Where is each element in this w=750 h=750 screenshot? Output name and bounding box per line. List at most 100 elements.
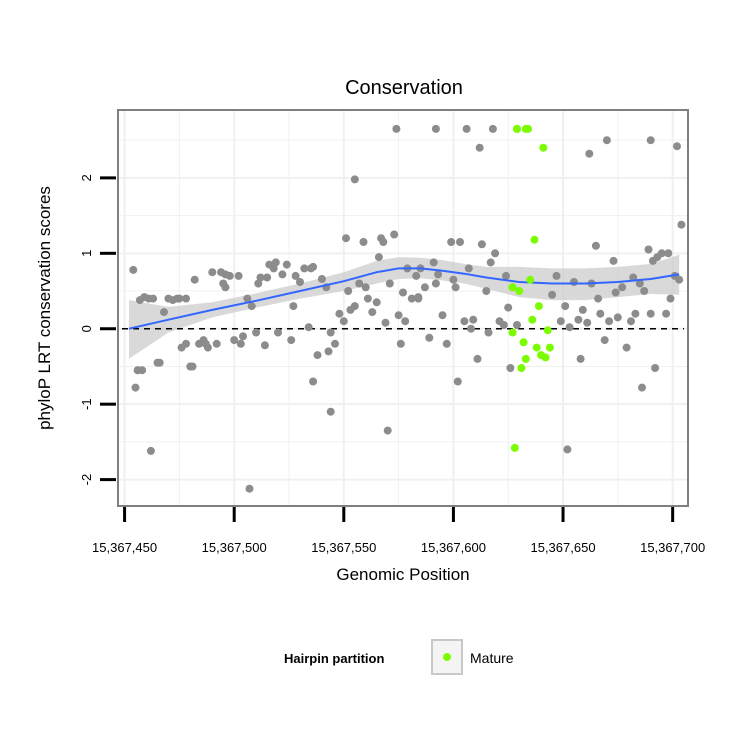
data-point-other: [442, 339, 451, 348]
data-point-other: [363, 294, 372, 303]
data-point-other: [453, 377, 462, 386]
data-point-other: [212, 339, 221, 348]
data-point-mature: [521, 124, 530, 133]
y-tick-label: 2: [79, 174, 94, 181]
data-point-other: [401, 317, 410, 326]
data-point-mature: [517, 364, 526, 372]
data-point-other: [269, 264, 278, 273]
data-point-other: [622, 343, 631, 352]
data-point-other: [146, 446, 155, 455]
data-point-other: [133, 366, 142, 375]
data-point-other: [578, 305, 587, 314]
points-mature: [508, 124, 554, 452]
data-point-other: [160, 308, 168, 317]
data-point-other: [188, 362, 197, 371]
data-point-other: [631, 309, 640, 318]
data-point-other: [355, 279, 364, 288]
data-point-other: [342, 234, 350, 243]
data-point-other: [548, 290, 557, 299]
y-axis: -2 -1 0 1 2: [79, 174, 116, 485]
data-point-other: [260, 341, 269, 350]
data-point-other: [456, 238, 464, 246]
y-tick-label: 1: [79, 250, 94, 257]
data-point-other: [282, 260, 291, 269]
data-point-other: [175, 294, 184, 303]
data-point-mature: [515, 287, 524, 295]
data-point-other: [570, 278, 578, 286]
data-point-mature: [528, 315, 537, 324]
data-point-mature: [508, 283, 517, 292]
data-point-other: [256, 273, 265, 282]
chart-title: Conservation: [345, 77, 463, 99]
data-point-other: [291, 271, 300, 280]
data-point-other: [381, 318, 390, 327]
data-point-other: [438, 311, 447, 320]
data-point-mature: [541, 353, 550, 362]
data-point-other: [613, 313, 622, 322]
grid-lines: [118, 110, 688, 506]
data-point-other: [673, 142, 681, 151]
data-point-other: [243, 294, 252, 303]
data-point-other: [221, 283, 230, 292]
data-point-other: [392, 124, 401, 133]
data-point-other: [344, 287, 353, 295]
data-point-other: [368, 308, 377, 317]
data-point-mature: [526, 275, 535, 284]
data-point-other: [278, 270, 287, 279]
data-point-other: [304, 323, 313, 332]
loess-smooth-line: [128, 267, 680, 330]
data-point-other: [390, 230, 399, 239]
data-point-other: [153, 358, 162, 367]
data-point-other: [361, 283, 370, 292]
data-point-other: [576, 354, 585, 363]
data-point-other: [561, 302, 570, 311]
data-point-other: [230, 336, 239, 345]
data-point-mature: [530, 235, 539, 244]
data-point-mature: [521, 354, 530, 363]
data-point-other: [182, 339, 190, 348]
data-point-mature: [510, 443, 519, 452]
y-tick-label: -1: [79, 398, 94, 410]
data-point-other: [646, 136, 655, 145]
data-point-other: [488, 124, 497, 133]
data-point-other: [504, 303, 513, 312]
data-point-other: [666, 294, 675, 303]
data-point-other: [486, 258, 495, 267]
x-axis: 15,367,450 15,367,500 15,367,550 15,367,600…: [92, 507, 705, 555]
data-point-mature: [519, 338, 528, 347]
data-point-other: [460, 317, 469, 326]
data-point-other: [309, 377, 318, 386]
data-point-other: [556, 317, 565, 326]
data-point-other: [431, 124, 440, 133]
data-point-other: [596, 309, 605, 318]
data-point-other: [225, 271, 234, 280]
data-point-other: [565, 323, 574, 332]
data-point-other: [254, 279, 263, 288]
data-point-other: [552, 271, 561, 280]
data-point-other: [434, 270, 443, 279]
x-tick-label: 15,367,450: [92, 540, 157, 555]
data-point-other: [263, 273, 272, 282]
data-point-other: [374, 253, 383, 262]
data-point-other: [431, 279, 440, 288]
y-tick-label: -2: [79, 474, 94, 486]
data-point-other: [236, 339, 245, 348]
data-point-other: [677, 220, 686, 229]
data-point-other: [491, 249, 500, 258]
x-axis-title: Genomic Position: [336, 565, 469, 584]
data-point-other: [350, 302, 359, 311]
data-point-other: [602, 136, 611, 145]
data-point-other: [499, 321, 508, 329]
data-point-other: [394, 311, 403, 320]
data-point-other: [475, 143, 484, 152]
data-point-mature: [539, 143, 548, 152]
data-point-other: [635, 279, 644, 288]
data-point-other: [129, 265, 138, 274]
data-point-other: [638, 383, 646, 392]
data-point-other: [385, 279, 394, 288]
data-point-other: [208, 268, 217, 277]
data-point-other: [583, 318, 592, 327]
data-point-other: [662, 309, 671, 318]
legend: Hairpin partition Mature: [284, 639, 514, 675]
